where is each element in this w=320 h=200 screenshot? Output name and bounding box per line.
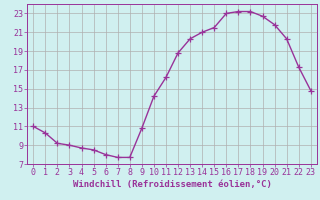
X-axis label: Windchill (Refroidissement éolien,°C): Windchill (Refroidissement éolien,°C): [73, 180, 271, 189]
